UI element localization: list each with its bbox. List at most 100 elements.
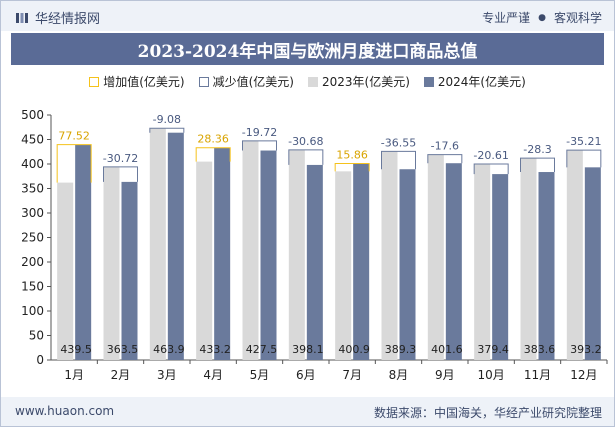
y-tick-label: 0: [36, 353, 44, 367]
legend-swatch-increase: [89, 76, 100, 87]
bar-2023: [196, 161, 213, 360]
bar-2023: [242, 140, 259, 360]
bar-2024: [353, 163, 370, 360]
diff-label: -30.72: [103, 152, 138, 165]
footer-bar: www.huaon.com 数据来源：中国海关，华经产业研究院整理: [1, 397, 614, 426]
bar-2023: [57, 182, 74, 360]
diff-label: -9.08: [153, 113, 181, 126]
data-source: 数据来源：中国海关，华经产业研究院整理: [373, 406, 602, 420]
x-category-label: 9月: [435, 368, 455, 382]
y-tick-label: 150: [21, 280, 44, 294]
decrease-bracket: [149, 127, 185, 133]
bar-chart: 0 50 100 150 200 250 300 350 400 450 500 77.52 439.5…: [21, 108, 608, 382]
x-category-label: 5月: [250, 368, 270, 382]
diff-label: -28.3: [523, 143, 551, 156]
x-category-label: 7月: [342, 368, 362, 382]
title-bar: 2023-2024年中国与欧洲月度进口商品总值: [11, 33, 604, 65]
bar-2023: [474, 163, 491, 360]
legend-swatch-2024: [423, 76, 434, 87]
x-category-label: 2月: [111, 368, 131, 382]
x-category-label: 4月: [203, 368, 223, 382]
y-tick-label: 500: [21, 108, 44, 122]
site-url: www.huaon.com: [15, 404, 115, 418]
bar-2024: [584, 167, 601, 360]
legend-item-2023: 2023年(亿美元): [307, 73, 410, 90]
bar-2024: [306, 164, 323, 360]
bullet-icon: ●: [538, 12, 546, 23]
bar-2023: [427, 154, 444, 360]
bar-2023: [566, 150, 583, 360]
bar-2024: [121, 181, 138, 360]
bar-2024: [260, 150, 277, 360]
x-category-label: 6月: [296, 368, 316, 382]
bar-2024: [399, 169, 416, 360]
increase-bracket: [56, 144, 92, 183]
legend-label-increase: 增加值(亿美元): [103, 75, 185, 89]
bar-2023: [381, 151, 398, 360]
diff-label: -19.72: [242, 126, 277, 139]
y-tick-label: 400: [21, 157, 44, 171]
chart-title: 2023-2024年中国与欧洲月度进口商品总值: [137, 41, 478, 62]
value-label: 400.9: [338, 343, 370, 356]
bar-2024: [75, 144, 92, 360]
legend-swatch-decrease: [198, 76, 209, 87]
y-tick-label: 100: [21, 304, 44, 318]
legend-swatch-2023: [307, 76, 318, 87]
x-category-label: 12月: [570, 368, 597, 382]
diff-label: -36.55: [381, 136, 416, 149]
x-category-label: 1月: [64, 368, 84, 382]
value-label: 393.2: [570, 343, 602, 356]
x-category-label: 10月: [478, 368, 505, 382]
bar-2024: [538, 172, 555, 360]
legend-item-2024: 2024年(亿美元): [423, 73, 526, 90]
bar-2023: [149, 128, 166, 360]
diff-label: 28.36: [197, 133, 229, 146]
increase-bracket: [334, 163, 370, 172]
bar-2023: [335, 171, 352, 360]
decrease-bracket: [103, 166, 138, 182]
value-label: 463.9: [153, 343, 185, 356]
value-label: 363.5: [107, 343, 139, 356]
y-tick-label: 350: [21, 182, 44, 196]
x-category-label: 11月: [524, 368, 551, 382]
x-category-label: 3月: [157, 368, 177, 382]
slogan: 专业严谨 ● 客观科学: [482, 9, 602, 26]
decrease-bracket: [427, 154, 463, 164]
value-label: 439.5: [60, 343, 92, 356]
value-label: 389.3: [385, 343, 417, 356]
increase-bracket: [195, 147, 231, 162]
diff-label: -30.68: [288, 135, 323, 148]
value-label: 379.4: [477, 343, 509, 356]
bar-2024: [492, 174, 509, 360]
value-label: 401.6: [431, 343, 463, 356]
bar-2024: [214, 147, 231, 360]
bar-2023: [520, 158, 537, 360]
bar-2024: [167, 132, 184, 360]
legend-label-decrease: 减少值(亿美元): [212, 75, 294, 89]
decrease-bracket: [566, 149, 602, 168]
legend: 增加值(亿美元) 减少值(亿美元) 2023年(亿美元) 2024年(亿美元): [1, 73, 614, 90]
decrease-bracket: [381, 150, 416, 170]
decrease-bracket: [473, 163, 509, 175]
bar-2023: [288, 149, 305, 360]
decrease-bracket: [242, 140, 277, 151]
y-tick-label: 200: [21, 255, 44, 269]
brand-name: 华经情报网: [35, 12, 101, 27]
value-label: 383.6: [524, 343, 556, 356]
header-bar: 华经情报网 专业严谨 ● 客观科学: [1, 1, 614, 31]
brand-logo-icon: [16, 12, 28, 23]
legend-label-2023: 2023年(亿美元): [321, 75, 410, 89]
diff-label: 77.52: [58, 130, 90, 143]
diff-label: 15.86: [336, 149, 368, 162]
y-tick-label: 250: [21, 231, 44, 245]
brand: 华经情报网: [15, 8, 100, 27]
y-tick-label: 50: [29, 329, 44, 343]
diff-label: -17.6: [431, 140, 459, 153]
diff-label: -20.61: [473, 149, 508, 162]
bar-2024: [445, 163, 462, 360]
y-tick-label: 300: [21, 206, 44, 220]
slogan-right: 客观科学: [553, 11, 602, 25]
decrease-bracket: [288, 149, 324, 165]
diff-label: -35.21: [566, 135, 601, 148]
value-label: 398.1: [292, 343, 324, 356]
